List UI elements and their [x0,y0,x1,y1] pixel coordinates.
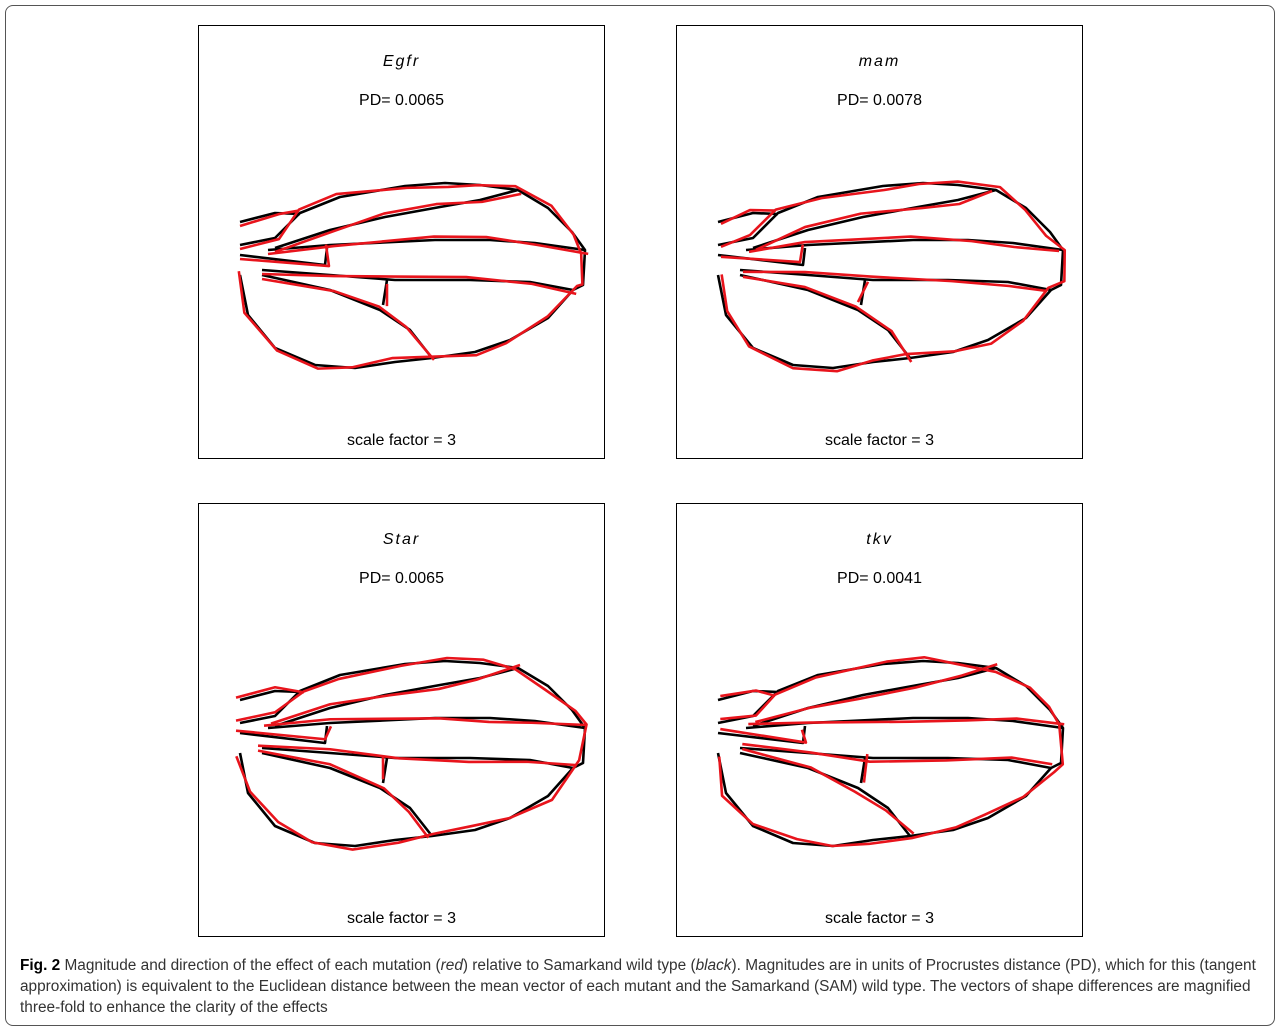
panel-title: Star [383,531,420,548]
panel-pd: PD= 0.0065 [359,92,444,109]
wing-wildtype [740,275,910,358]
caption-label: Fig. 2 [20,957,60,974]
wing-wildtype [262,753,432,836]
caption-text: red [441,957,463,974]
panel-scale: scale factor = 3 [347,910,456,927]
wing-wildtype [740,753,910,836]
wing-mutant [743,277,911,362]
caption: Fig. 2 Magnitude and direction of the ef… [20,955,1265,1018]
panel: Egfr PD= 0.0065 scale factor = 3 [199,26,605,459]
panel-scale: scale factor = 3 [825,432,934,449]
panel-title: Egfr [383,53,420,70]
panel-title: tkv [866,531,892,548]
caption-text: black [696,957,732,974]
panel: mam PD= 0.0078 scale factor = 3 [677,26,1083,459]
wing-wildtype [262,275,432,358]
wing-mutant [236,658,586,850]
caption-text: ) relative to Samarkand wild type ( [463,957,696,974]
wing-mutant [275,194,521,252]
panel-title: mam [859,53,901,70]
wing-mutant [719,657,1063,846]
panel-scale: scale factor = 3 [347,432,456,449]
page: {"panels": [ {"gene": "Egfr", "pd": "PD=… [0,0,1282,1033]
panel-pd: PD= 0.0078 [837,92,922,109]
wing-mutant [262,279,434,360]
panel-pd: PD= 0.0065 [359,570,444,587]
panel-scale: scale factor = 3 [825,910,934,927]
panel: tkv PD= 0.0041 scale factor = 3 [677,504,1083,937]
caption-text: Magnitude and direction of the effect of… [60,957,440,974]
panel-pd: PD= 0.0041 [837,570,922,587]
panel: Star PD= 0.0065 scale factor = 3 [199,504,605,937]
wing-mutant [262,274,576,294]
figure: Egfr PD= 0.0065 scale factor = 3 mam PD= 0.0… [0,0,1282,950]
